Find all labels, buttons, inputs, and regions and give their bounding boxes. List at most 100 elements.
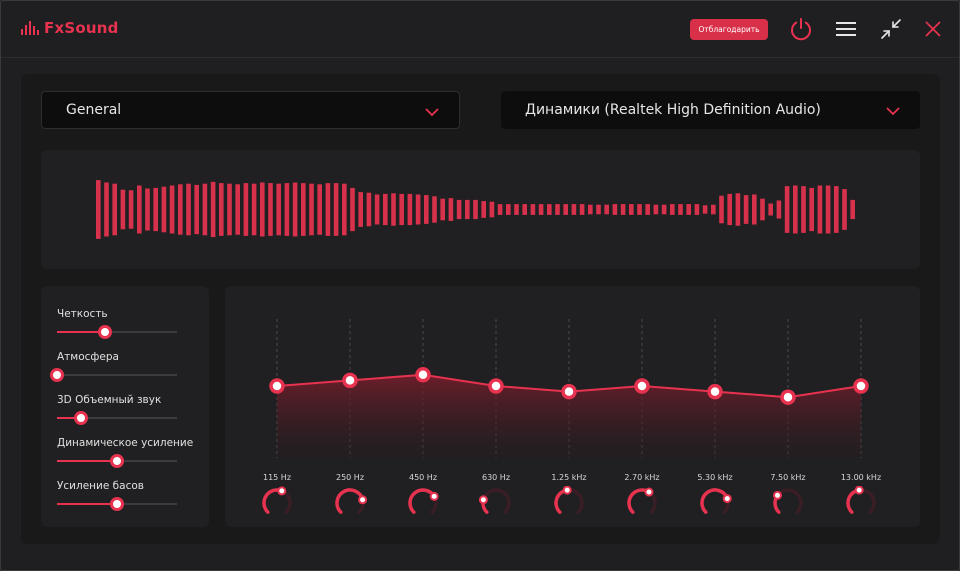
effect-slider[interactable] [57, 497, 177, 511]
slider-thumb[interactable] [110, 454, 124, 468]
visualizer-bar [760, 198, 765, 221]
visualizer-bar [169, 185, 175, 234]
eq-band-handle[interactable] [561, 383, 577, 400]
visualizer-bar [620, 204, 626, 215]
visualizer-bar [120, 189, 126, 230]
effect-row: Усиление басов [57, 480, 177, 511]
visualizer-bar [137, 185, 142, 234]
visualizer-bar [465, 199, 470, 220]
eq-band-handle[interactable] [780, 389, 796, 405]
preset-value: General [66, 102, 122, 118]
eq-band-handle[interactable] [415, 367, 431, 383]
visualizer-bar [309, 183, 314, 236]
hamburger-menu-icon[interactable] [835, 21, 857, 37]
visualizer-bar [719, 195, 724, 224]
visualizer-bar [219, 183, 224, 236]
thank-button[interactable]: Отблагодарить [690, 19, 768, 40]
visualizer-bar [809, 187, 814, 232]
visualizer-bar [604, 204, 609, 215]
eq-band-handle[interactable] [853, 378, 869, 394]
effect-slider[interactable] [57, 325, 177, 339]
visualizer-bar [96, 180, 101, 239]
slider-thumb[interactable] [50, 368, 64, 382]
slider-thumb[interactable] [98, 325, 112, 339]
eq-band-handle[interactable] [707, 383, 723, 400]
slider-track [57, 331, 177, 333]
visualizer-bar [276, 183, 281, 236]
visualizer-bar [661, 204, 667, 215]
knob-indicator [277, 486, 287, 496]
visualizer-bar [506, 204, 511, 215]
visualizer-bar [686, 204, 691, 215]
visualizer-bar [825, 185, 831, 234]
eq-band-handle[interactable] [488, 378, 504, 394]
band-gain-knob[interactable] [260, 486, 294, 524]
visualizer-bar [342, 183, 347, 236]
slider-thumb[interactable] [74, 411, 88, 425]
visualizer-bar [153, 187, 158, 232]
visualizer-bar [645, 204, 650, 215]
preset-dropdown[interactable]: General [41, 91, 460, 129]
spectrum-visualizer [96, 180, 855, 239]
slider-fill [57, 503, 117, 505]
visualizer-bar [317, 184, 322, 235]
band-frequency-label: 2.70 kHz [624, 473, 660, 482]
visualizer-bar [424, 195, 429, 224]
eq-band-handle[interactable] [634, 378, 650, 394]
visualizer-bar [530, 204, 536, 215]
visualizer-bar [178, 184, 183, 235]
band-gain-knob[interactable] [406, 486, 440, 524]
visualizer-bar [842, 189, 847, 230]
visualizer-bar [834, 186, 839, 233]
band-gain-knob[interactable] [552, 485, 586, 524]
eq-band-handle[interactable] [342, 372, 358, 389]
close-icon[interactable] [924, 20, 942, 38]
shrink-arrows-icon[interactable] [880, 18, 902, 40]
band-gain-knob[interactable] [771, 486, 805, 524]
band-gain-knob[interactable] [698, 486, 732, 524]
visualizer-bar [538, 204, 544, 215]
visualizer-bar [235, 184, 240, 235]
band-gain-knob[interactable] [625, 486, 659, 524]
visualizer-bar [776, 200, 782, 219]
effect-slider[interactable] [57, 411, 177, 425]
visualizer-bar [735, 193, 741, 226]
band-gain-knob[interactable] [844, 485, 878, 524]
visualizer-bar [702, 205, 708, 214]
slider-thumb[interactable] [110, 497, 124, 511]
visualizer-bar [358, 192, 363, 227]
knob-level-arc [700, 488, 729, 514]
slider-track [57, 374, 177, 376]
eq-band-handle[interactable] [269, 378, 285, 394]
band-gain-knob[interactable] [478, 486, 513, 524]
effect-label: Усиление басов [57, 480, 144, 492]
visualizer-bar [391, 193, 396, 226]
band-frequency-label: 115 Hz [262, 473, 292, 482]
effect-slider[interactable] [50, 368, 177, 382]
visualizer-bar [456, 199, 462, 220]
effects-panel: Четкость Атмосфера 3D Объемный звук Динамич… [41, 286, 209, 527]
visualizer-bar [793, 185, 798, 234]
knob-indicator [429, 491, 439, 501]
slider-fill [57, 331, 105, 333]
visualizer-bar [292, 182, 298, 237]
chevron-down-icon [425, 105, 439, 121]
power-icon[interactable] [788, 16, 814, 42]
equalizer-graph [269, 319, 869, 458]
visualizer-bar [407, 193, 413, 226]
slider-fill [57, 460, 117, 462]
visualizer-bar [588, 204, 593, 215]
visualizer-bar [547, 204, 552, 215]
band-frequency-label: 630 Hz [481, 473, 511, 482]
visualizer-bar [801, 186, 806, 233]
visualizer-bar [333, 183, 339, 236]
title-bar: FxSound Отблагодарить [1, 1, 959, 58]
band-frequency-label: 250 Hz [335, 473, 365, 482]
effect-slider[interactable] [57, 454, 177, 468]
band-gain-knob[interactable] [333, 486, 368, 524]
band-frequency-label: 450 Hz [408, 473, 438, 482]
output-device-dropdown[interactable]: Динамики (Realtek High Definition Audio) [501, 91, 920, 129]
visualizer-bar [571, 204, 577, 215]
knob-indicator [854, 485, 864, 495]
